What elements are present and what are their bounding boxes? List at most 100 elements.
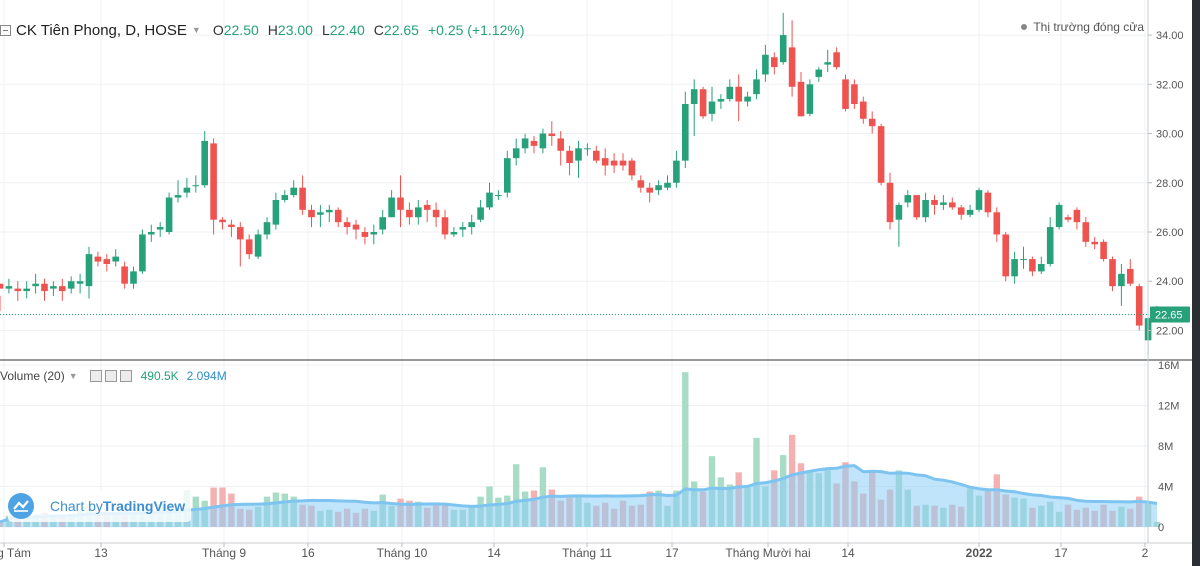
candle-body [388, 197, 395, 218]
candle-body [0, 283, 4, 289]
candle-body [299, 187, 306, 210]
candle-body [1020, 259, 1027, 261]
candle-body [272, 200, 280, 225]
candle-body [415, 207, 422, 218]
candle-body [815, 69, 823, 77]
candle-body [877, 126, 885, 183]
volume-dropdown-icon[interactable]: ▼ [68, 371, 78, 381]
candle-body [975, 190, 983, 210]
high-value: H23.00 [267, 22, 313, 38]
volume-tick-label: 4M [1158, 482, 1173, 494]
candle-body [308, 209, 315, 218]
tradingview-logo-icon [8, 493, 34, 519]
time-tick-label: 16 [301, 546, 315, 560]
price-tick-label: 22.00 [1156, 325, 1184, 337]
candle-body [726, 86, 734, 100]
collapse-icon[interactable] [0, 24, 11, 36]
candle-body [628, 160, 636, 176]
candle-body [779, 35, 787, 63]
candle-body [290, 187, 297, 196]
volume-tick-label: 0 [1158, 522, 1164, 534]
candle-body [548, 133, 556, 136]
watermark-prefix: Chart by [50, 498, 103, 514]
candle-body [1046, 227, 1054, 264]
candle-body [59, 286, 66, 292]
candle-body [673, 160, 680, 183]
candle-body [868, 118, 876, 127]
status-dot-icon [1021, 24, 1028, 30]
candle-body [76, 281, 84, 284]
candle-body [156, 227, 164, 230]
candle-body [557, 138, 564, 151]
volume-ma-line [0, 464, 1158, 524]
time-tick-label: 17 [665, 546, 679, 560]
candle-body [664, 182, 671, 188]
close-icon[interactable] [119, 370, 132, 382]
tradingview-watermark[interactable]: Chart by TradingView [8, 490, 192, 522]
candle-body [41, 283, 48, 292]
candle-body [797, 81, 805, 117]
candle-body [441, 217, 449, 235]
candle-body [103, 259, 111, 264]
close-value: C22.65 [373, 22, 419, 38]
symbol-title[interactable]: CK Tiên Phong, D, HOSE [16, 21, 187, 39]
volume-bar [513, 464, 520, 527]
symbol-header: CK Tiên Phong, D, HOSE ▼ O22.50 H23.00 L… [0, 18, 524, 42]
candle-body [771, 57, 778, 68]
candle-body [112, 256, 119, 262]
settings-icon[interactable] [104, 370, 117, 382]
candle-body [67, 281, 75, 289]
time-tick-label: 13 [94, 546, 108, 560]
candle-body [584, 148, 591, 150]
candle-body [699, 89, 707, 117]
candle-body [1127, 268, 1134, 284]
candle-body [682, 104, 689, 161]
candle-body [495, 195, 502, 197]
candle-body [130, 271, 137, 284]
gridlines [0, 0, 1148, 543]
candle-body [530, 140, 538, 146]
symbol-dropdown-icon[interactable]: ▼ [191, 25, 201, 35]
candle-body [281, 195, 289, 200]
candle-body [744, 96, 751, 102]
candle-body [842, 79, 849, 109]
volume-tick-label: 8M [1158, 441, 1173, 453]
candle-body [949, 202, 956, 208]
price-tick-label: 28.00 [1156, 178, 1184, 190]
candle-body [23, 288, 30, 292]
time-tick-label: Tháng 10 [377, 546, 428, 560]
volume-label[interactable]: Volume (20) [0, 369, 65, 383]
candle-body [352, 224, 360, 230]
candle-body [851, 84, 858, 104]
candle-body [575, 148, 582, 161]
candle-body [94, 256, 102, 262]
candle-body [860, 101, 867, 119]
candle-body [957, 207, 965, 215]
candle-body [735, 86, 742, 102]
candle-body [708, 101, 716, 114]
candle-body [263, 222, 271, 235]
candle-body [601, 158, 609, 166]
candle-body [566, 150, 573, 164]
candle-body [343, 222, 351, 228]
candle-body [450, 232, 458, 235]
time-tick-label: 2022 [966, 546, 993, 560]
candle-body [904, 195, 912, 203]
time-tick-label: Tháng 9 [202, 546, 246, 560]
eye-icon[interactable] [89, 370, 102, 382]
candle-body [806, 84, 814, 114]
price-tick-label: 26.00 [1156, 227, 1184, 239]
candle-body [886, 182, 894, 223]
candle-body [397, 197, 404, 210]
open-value: O22.50 [212, 22, 259, 38]
candle-body [210, 143, 217, 220]
candle-body [1109, 259, 1116, 287]
candle-body [753, 79, 760, 95]
candle-body [1038, 264, 1045, 272]
watermark-brand: TradingView [102, 498, 186, 514]
candle-body [50, 286, 57, 289]
candle-body [931, 200, 938, 205]
